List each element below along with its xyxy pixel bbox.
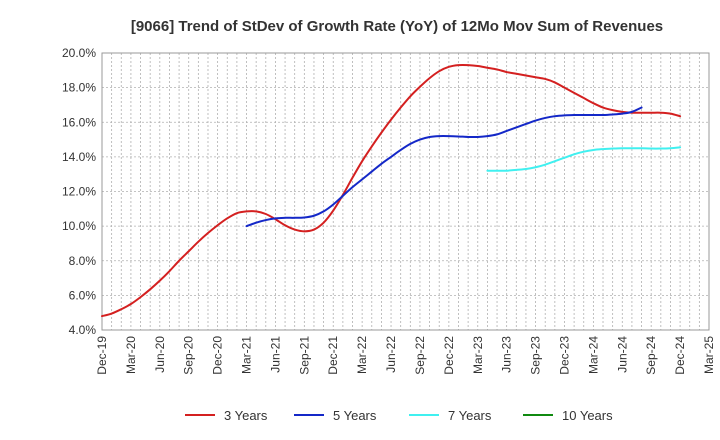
- series-group: [101, 63, 682, 318]
- series-line-3-years: [101, 63, 682, 318]
- x-tick-label: Sep-20: [182, 336, 196, 375]
- x-tick-label: Jun-21: [268, 336, 282, 373]
- x-tick-label: Dec-20: [211, 336, 225, 375]
- x-tick-label: Dec-22: [442, 336, 456, 375]
- x-tick-label: Mar-23: [471, 336, 485, 374]
- x-tick-label: Dec-23: [557, 336, 571, 375]
- y-tick-label: 14.0%: [62, 150, 96, 164]
- x-tick-label: Sep-23: [529, 336, 543, 375]
- y-tick-label: 4.0%: [69, 323, 97, 337]
- y-tick-label: 12.0%: [62, 185, 96, 199]
- x-tick-label: Jun-22: [384, 336, 398, 373]
- x-tick-label: Dec-19: [95, 336, 109, 375]
- x-tick-label: Mar-20: [124, 336, 138, 374]
- x-tick-label: Sep-21: [297, 336, 311, 375]
- x-axis: Dec-19 Mar-20 Jun-20 Sep-20 Dec-20 Mar-21 Jun-…: [95, 336, 716, 375]
- legend-label-5-years: 5 Years: [333, 408, 377, 423]
- x-tick-label: Jun-23: [500, 336, 514, 373]
- x-tick-label: Mar-25: [702, 336, 716, 374]
- x-tick-label: Sep-22: [413, 336, 427, 375]
- legend-label-7-years: 7 Years: [448, 408, 492, 423]
- chart-title: [9066] Trend of StDev of Growth Rate (Yo…: [131, 18, 663, 35]
- y-tick-label: 8.0%: [69, 254, 97, 268]
- y-tick-label: 18.0%: [62, 81, 96, 95]
- series-line-5-years: [245, 106, 643, 228]
- x-tick-label: Mar-24: [586, 336, 600, 374]
- x-tick-label: Mar-21: [240, 336, 254, 374]
- legend-label-10-years: 10 Years: [562, 408, 613, 423]
- x-tick-label: Mar-22: [355, 336, 369, 374]
- y-tick-label: 20.0%: [62, 46, 96, 60]
- legend-label-3-years: 3 Years: [224, 408, 268, 423]
- x-tick-label: Jun-24: [615, 336, 629, 373]
- y-tick-label: 6.0%: [69, 288, 97, 302]
- grid: [101, 52, 710, 331]
- x-tick-label: Jun-20: [153, 336, 167, 373]
- series-line-7-years: [486, 146, 682, 172]
- x-tick-label: Dec-24: [673, 336, 687, 375]
- y-axis: 4.0% 6.0% 8.0% 10.0% 12.0% 14.0% 16.0% 18.0% 20.…: [62, 46, 96, 337]
- x-tick-label: Sep-24: [644, 336, 658, 375]
- x-tick-label: Dec-21: [326, 336, 340, 375]
- plot-area: [101, 52, 710, 331]
- y-tick-label: 16.0%: [62, 115, 96, 129]
- legend: 3 Years 5 Years 7 Years 10 Years: [185, 408, 613, 423]
- y-tick-label: 10.0%: [62, 219, 96, 233]
